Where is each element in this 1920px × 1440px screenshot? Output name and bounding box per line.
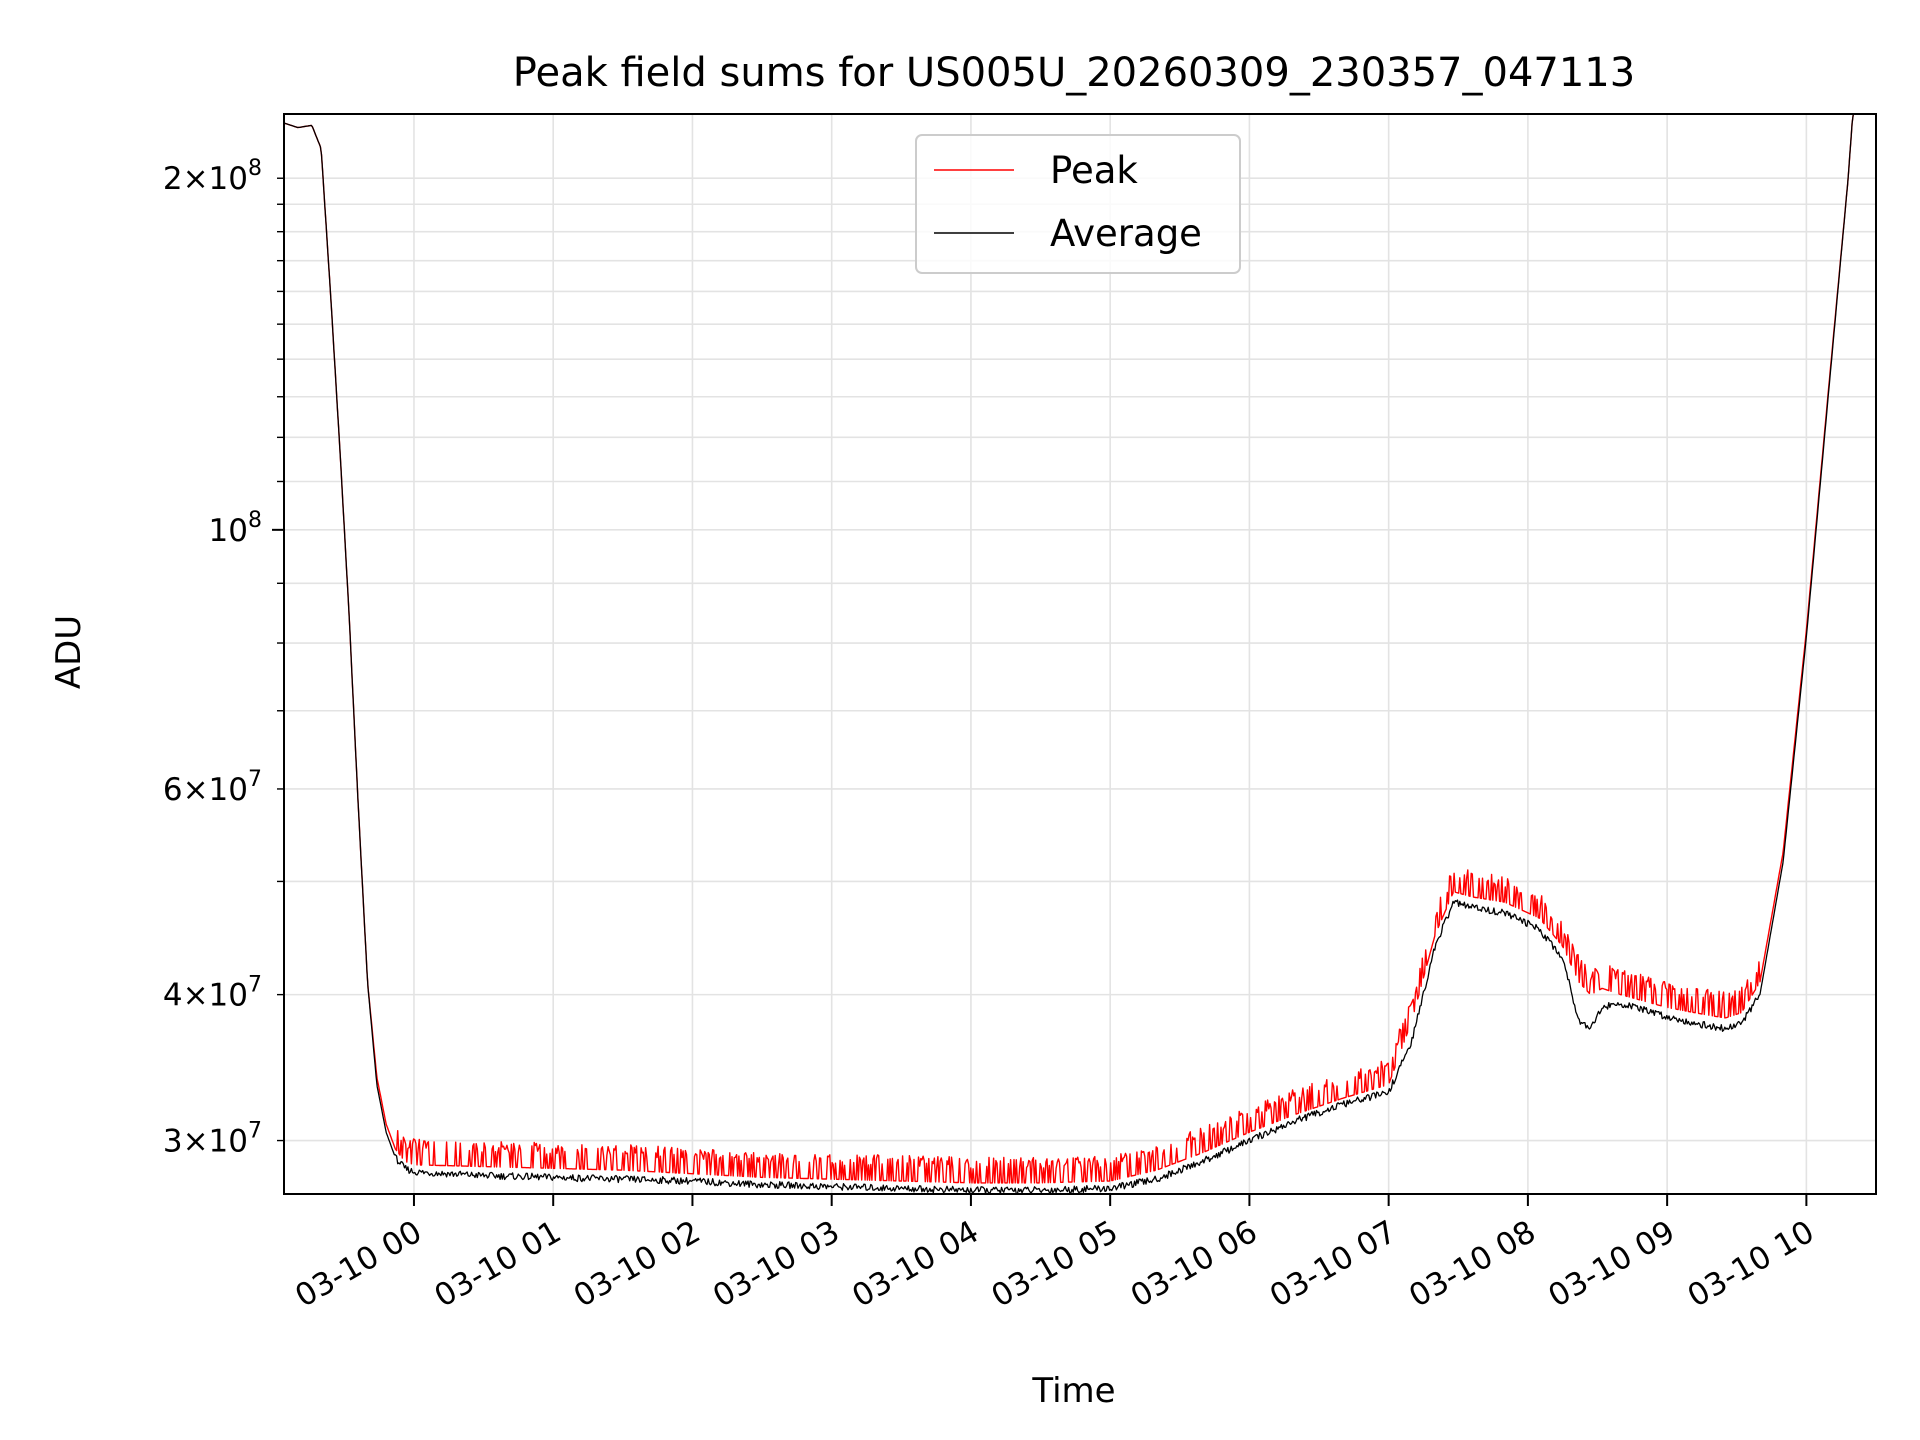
x-axis-label: Time: [1031, 1371, 1115, 1411]
chart-title: Peak field sums for US005U_20260309_2303…: [513, 50, 1635, 96]
series-layer: [283, 113, 1876, 1195]
y-tick-label: 3×107: [163, 1119, 262, 1160]
y-axis-label: ADU: [49, 615, 89, 689]
series-line-peak: [283, 113, 1876, 1184]
y-tick-label: 6×107: [163, 767, 262, 808]
legend: Peak Average: [915, 134, 1241, 274]
y-tick-label: 2×108: [163, 156, 262, 197]
legend-label-peak: Peak: [1050, 149, 1138, 192]
legend-label-average: Average: [1050, 212, 1202, 255]
plot-frame: [283, 113, 1877, 1195]
series-line-average: [283, 113, 1876, 1195]
y-tick-label: 4×107: [163, 973, 262, 1014]
